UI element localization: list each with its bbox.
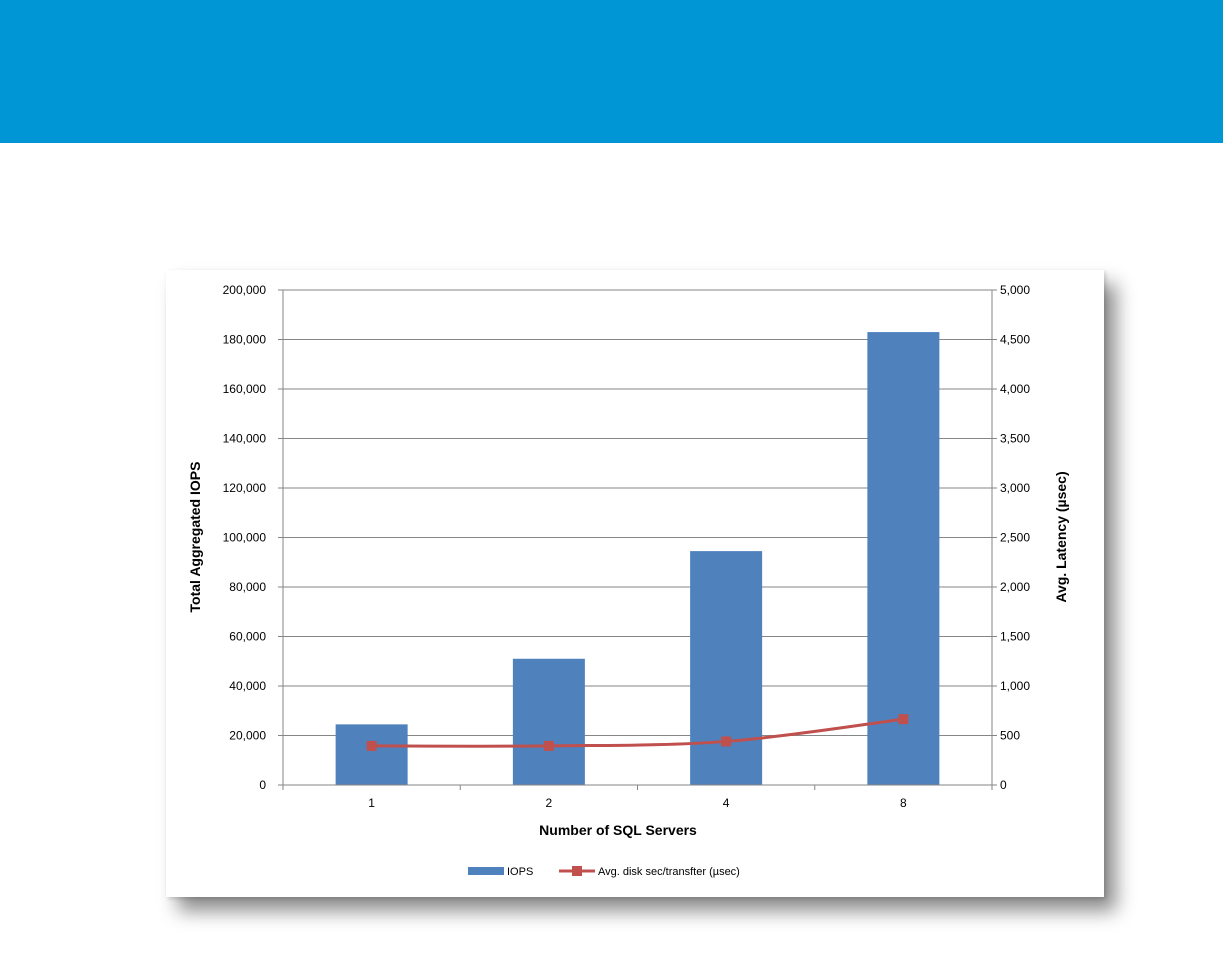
latency-point-1	[366, 740, 377, 751]
y-tick-label: 20,000	[229, 729, 266, 743]
y2-tick-label: 500	[1000, 729, 1020, 743]
latency-point-4	[721, 736, 732, 747]
y2-tick-label: 3,000	[1000, 481, 1030, 495]
axes	[278, 289, 997, 790]
y2-tick-label: 2,000	[1000, 580, 1030, 594]
chart-panel: 0 20,000 40,000 60,000 80,000 100,000 120,000 1…	[166, 270, 1104, 897]
y-tick-label: 120,000	[223, 481, 267, 495]
bar-iops-4	[690, 551, 763, 785]
legend-swatch-iops	[468, 867, 504, 875]
y-tick-label: 140,000	[223, 432, 267, 446]
y-tick-label: 60,000	[229, 630, 266, 644]
latency-line	[366, 714, 909, 751]
latency-line-path	[371, 717, 904, 748]
y2-tick-label: 5,000	[1000, 283, 1030, 297]
y-tick-label: 40,000	[229, 679, 266, 693]
x-tick-label: 2	[546, 796, 553, 810]
y-tick-label: 160,000	[223, 382, 267, 396]
y2-tick-label: 1,500	[1000, 630, 1030, 644]
legend-label-latency: Avg. disk sec/transfter (µsec)	[598, 866, 740, 878]
y2-tick-label: 4,000	[1000, 382, 1030, 396]
bar-iops-8	[867, 332, 940, 785]
y2-tick-label: 3,500	[1000, 432, 1030, 446]
tick-labels: 0 20,000 40,000 60,000 80,000 100,000 120,000 1…	[223, 283, 1031, 810]
y-tick-label: 100,000	[223, 531, 267, 545]
legend-swatch-latency-marker	[572, 866, 582, 876]
bar-iops-2	[512, 658, 585, 785]
latency-point-2	[543, 740, 554, 751]
x-axis-title: Number of SQL Servers	[539, 822, 697, 838]
latency-point-8	[898, 714, 909, 725]
y2-tick-label: 4,500	[1000, 333, 1030, 347]
y-tick-label: 180,000	[223, 333, 267, 347]
y2-tick-label: 1,000	[1000, 679, 1030, 693]
iops-bars	[335, 332, 940, 785]
x-tick-label: 8	[900, 796, 907, 810]
x-tick-label: 1	[368, 796, 375, 810]
y-tick-label: 80,000	[229, 580, 266, 594]
grid-lines	[283, 289, 992, 736]
y2-tick-label: 0	[1000, 778, 1007, 792]
y-tick-label: 0	[259, 778, 266, 792]
bar-iops-1	[335, 724, 408, 785]
legend-label-iops: IOPS	[507, 866, 533, 878]
y-axis-title: Total Aggregated IOPS	[187, 462, 203, 613]
iops-latency-chart: 0 20,000 40,000 60,000 80,000 100,000 120,000 1…	[187, 283, 1069, 878]
y2-tick-label: 2,500	[1000, 531, 1030, 545]
x-tick-label: 4	[723, 796, 730, 810]
y2-axis-title: Avg. Latency (µsec)	[1053, 471, 1069, 602]
y-tick-label: 200,000	[223, 283, 267, 297]
header-banner	[0, 0, 1223, 143]
legend: IOPS Avg. disk sec/transfter (µsec)	[468, 866, 740, 878]
